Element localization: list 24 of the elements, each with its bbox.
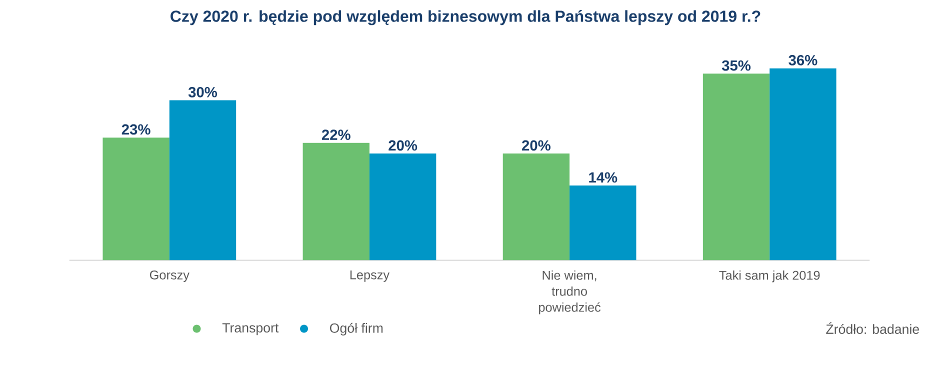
chart-title: Czy 2020 r. będzie pod względem biznesowym dla Państwa lepszy od 2019 r.? xyxy=(170,10,760,25)
x-tick-label: Lepszy xyxy=(350,270,390,282)
bar xyxy=(702,73,770,260)
x-tick-label: Nie wiem, trudno powiedzieć xyxy=(539,270,601,314)
bar xyxy=(502,153,570,260)
data-label: 14% xyxy=(589,172,618,182)
data-label: 23% xyxy=(122,124,150,134)
x-tick-label: Gorszy xyxy=(150,270,190,282)
bar xyxy=(302,142,370,260)
text: Źródło: badanie xyxy=(826,322,919,334)
bar xyxy=(369,153,436,260)
bar xyxy=(770,68,836,260)
x-tick-label: Taki sam jak 2019 xyxy=(719,270,820,282)
data-label: 30% xyxy=(188,86,218,98)
data-label: 20% xyxy=(388,140,418,150)
legend-label: Transport xyxy=(222,322,279,335)
bar xyxy=(570,185,636,260)
bar xyxy=(169,100,236,260)
data-label: 35% xyxy=(722,60,751,71)
data-label: 22% xyxy=(322,129,350,140)
data-label: 20% xyxy=(522,140,550,150)
bar xyxy=(102,137,170,260)
data-label: 36% xyxy=(788,54,818,66)
legend-label: Ogół firm xyxy=(330,322,383,336)
